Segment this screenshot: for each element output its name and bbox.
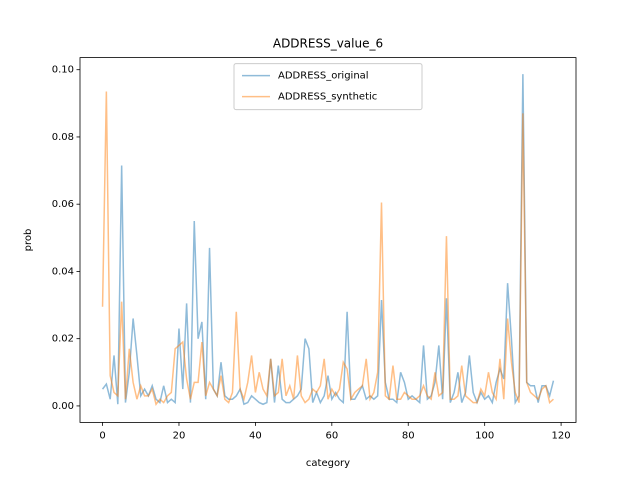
chart-title: ADDRESS_value_6 <box>273 37 383 51</box>
legend-label: ADDRESS_synthetic <box>278 92 377 103</box>
x-tick-label: 120 <box>552 430 571 441</box>
x-tick-label: 60 <box>325 430 338 441</box>
x-tick-label: 0 <box>99 430 105 441</box>
legend-box <box>233 63 423 111</box>
y-tick-label: 0.06 <box>52 199 74 210</box>
x-tick-label: 40 <box>249 430 262 441</box>
x-tick-label: 80 <box>402 430 415 441</box>
y-tick-label: 0.08 <box>52 132 74 143</box>
x-axis-label: category <box>306 458 350 469</box>
y-tick-label: 0.00 <box>52 401 74 412</box>
y-tick-label: 0.10 <box>52 65 74 76</box>
plot-frame <box>79 57 577 423</box>
y-tick-label: 0.02 <box>52 334 74 345</box>
y-tick-label: 0.04 <box>52 266 74 277</box>
y-axis-label: prob <box>23 229 34 252</box>
x-tick-label: 20 <box>173 430 186 441</box>
line <box>101 91 554 406</box>
x-tick-label: 100 <box>475 430 494 441</box>
legend-label: ADDRESS_original <box>278 71 369 82</box>
plot-area <box>80 57 576 423</box>
